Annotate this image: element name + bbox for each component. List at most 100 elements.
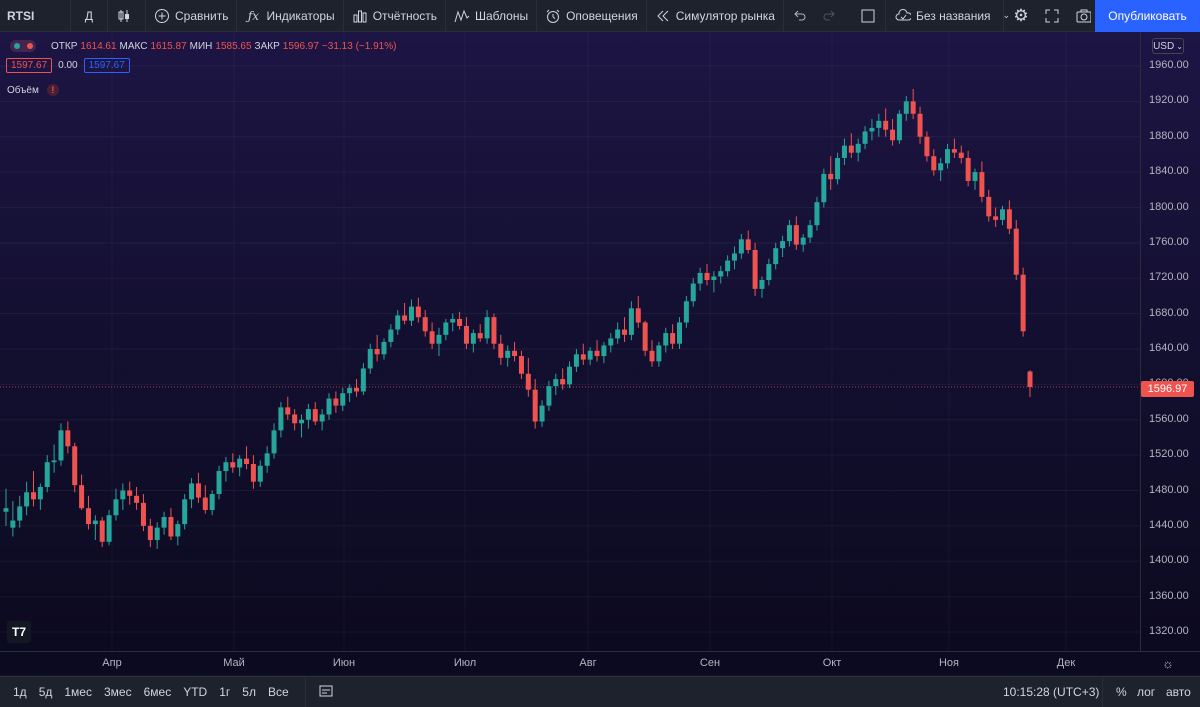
candle[interactable]: [395, 310, 401, 335]
candle[interactable]: [525, 357, 531, 397]
candle[interactable]: [938, 157, 944, 181]
templates-button[interactable]: Шаблоны: [446, 0, 536, 32]
candle[interactable]: [422, 310, 428, 337]
candle[interactable]: [773, 242, 779, 270]
candle[interactable]: [951, 138, 957, 158]
candle[interactable]: [738, 234, 744, 259]
candle[interactable]: [642, 320, 648, 357]
candle[interactable]: [182, 494, 188, 530]
candle[interactable]: [573, 349, 579, 372]
candle[interactable]: [505, 345, 511, 367]
candle[interactable]: [477, 324, 483, 342]
interval-button[interactable]: Д: [71, 0, 107, 32]
range-button[interactable]: 3мес: [103, 685, 132, 699]
candle[interactable]: [704, 264, 710, 286]
candle[interactable]: [841, 138, 847, 166]
candle[interactable]: [292, 409, 298, 431]
candle[interactable]: [628, 301, 634, 341]
candle[interactable]: [10, 501, 16, 537]
candle[interactable]: [161, 511, 167, 535]
candle[interactable]: [896, 110, 902, 144]
candle[interactable]: [264, 446, 270, 473]
candle[interactable]: [855, 138, 861, 162]
candle[interactable]: [979, 161, 985, 203]
candle[interactable]: [450, 313, 456, 332]
candle[interactable]: [498, 334, 504, 365]
candle[interactable]: [51, 444, 57, 473]
candle[interactable]: [945, 143, 951, 169]
candle[interactable]: [381, 338, 387, 360]
candle[interactable]: [44, 455, 50, 493]
percent-toggle[interactable]: %: [1116, 685, 1127, 699]
candle[interactable]: [862, 126, 868, 150]
candle[interactable]: [615, 322, 621, 344]
candle[interactable]: [3, 488, 9, 526]
candle[interactable]: [635, 295, 641, 328]
candle[interactable]: [85, 495, 91, 530]
warning-icon[interactable]: !: [46, 84, 59, 96]
candle[interactable]: [72, 442, 78, 493]
candle[interactable]: [333, 391, 339, 413]
candle[interactable]: [1020, 267, 1026, 337]
candle[interactable]: [766, 258, 772, 286]
candle[interactable]: [518, 350, 524, 380]
candle[interactable]: [24, 481, 30, 516]
candle[interactable]: [752, 242, 758, 296]
time-axis[interactable]: Апр Май Июн Июл Авг Сен Окт Ноя Дек ☼: [0, 651, 1200, 675]
candle[interactable]: [470, 329, 476, 353]
candle[interactable]: [326, 393, 332, 420]
candle[interactable]: [491, 313, 497, 349]
redo-button[interactable]: [821, 0, 850, 32]
candle[interactable]: [429, 322, 435, 349]
candle[interactable]: [677, 317, 683, 349]
fullscreen-toggle-button[interactable]: [852, 0, 889, 32]
candle[interactable]: [154, 522, 160, 549]
candle[interactable]: [353, 379, 359, 397]
candle[interactable]: [305, 403, 311, 429]
candle[interactable]: [140, 494, 146, 532]
range-button[interactable]: YTD: [183, 685, 208, 699]
publish-button[interactable]: Опубликовать: [1095, 0, 1200, 32]
candle[interactable]: [745, 230, 751, 254]
candle[interactable]: [175, 520, 181, 546]
candle[interactable]: [415, 297, 421, 323]
candle[interactable]: [37, 483, 43, 510]
candle[interactable]: [257, 460, 263, 487]
tradingview-logo[interactable]: T7: [7, 621, 31, 643]
candle[interactable]: [807, 219, 813, 243]
candle[interactable]: [622, 317, 628, 342]
candle[interactable]: [718, 265, 724, 284]
candle[interactable]: [237, 455, 243, 477]
range-button[interactable]: 5л: [242, 685, 256, 699]
candle[interactable]: [512, 341, 518, 362]
candle[interactable]: [99, 517, 105, 548]
candle[interactable]: [690, 278, 696, 307]
candle[interactable]: [1000, 205, 1006, 226]
candle[interactable]: [463, 317, 469, 349]
candle[interactable]: [869, 119, 875, 141]
range-button[interactable]: 1г: [219, 685, 231, 699]
candle[interactable]: [216, 465, 222, 500]
candle[interactable]: [828, 156, 834, 190]
layout-name-dropdown[interactable]: Без названия ⌄: [887, 0, 1018, 32]
candle[interactable]: [443, 318, 449, 341]
compare-button[interactable]: Сравнить: [146, 0, 236, 32]
candle[interactable]: [958, 145, 964, 164]
candle[interactable]: [601, 341, 607, 364]
candle[interactable]: [457, 311, 463, 330]
range-button[interactable]: 6мес: [143, 685, 172, 699]
range-button[interactable]: 1д: [13, 685, 27, 699]
candle[interactable]: [993, 207, 999, 227]
price-axis[interactable]: [1140, 32, 1200, 651]
candle[interactable]: [903, 96, 909, 121]
candle[interactable]: [347, 384, 353, 403]
candle[interactable]: [17, 495, 23, 528]
candle[interactable]: [168, 508, 174, 541]
candle[interactable]: [1013, 219, 1019, 281]
fullscreen-button[interactable]: [1036, 0, 1073, 32]
settings-button[interactable]: ⚙: [1005, 0, 1042, 32]
candle[interactable]: [793, 216, 799, 250]
candle[interactable]: [312, 402, 318, 426]
candle[interactable]: [663, 327, 669, 353]
candle[interactable]: [560, 368, 566, 390]
